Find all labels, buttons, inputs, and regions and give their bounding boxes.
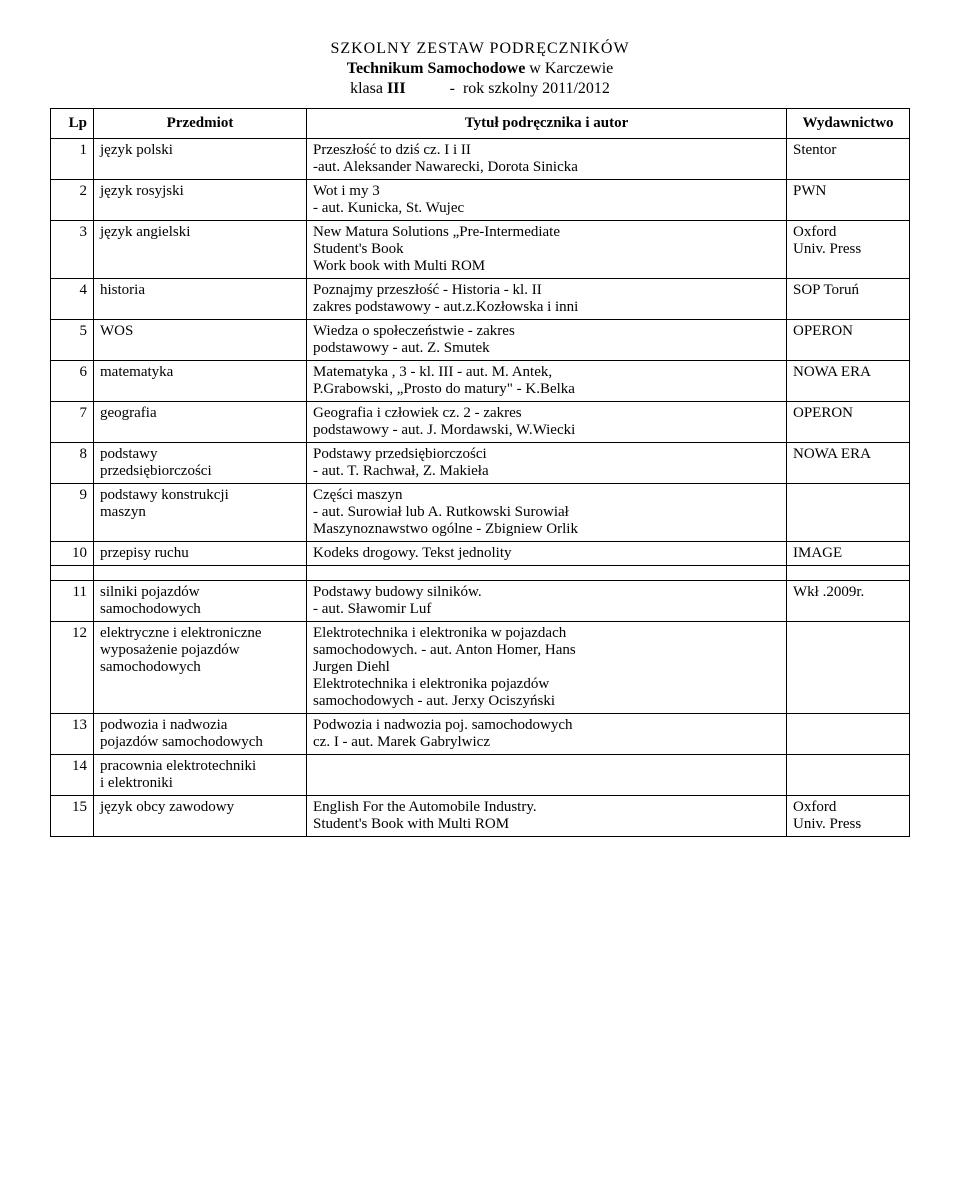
table-spacer-row [51, 566, 910, 581]
col-header-subject: Przedmiot [94, 109, 307, 139]
spacer-cell [787, 566, 910, 581]
cell-publisher: OxfordUniv. Press [787, 796, 910, 837]
cell-subject: silniki pojazdówsamochodowych [94, 581, 307, 622]
cell-lp: 9 [51, 484, 94, 542]
cell-subject: pracownia elektrotechnikii elektroniki [94, 755, 307, 796]
cell-publisher [787, 484, 910, 542]
cell-publisher: OPERON [787, 320, 910, 361]
cell-lp: 15 [51, 796, 94, 837]
table-row: 2język rosyjskiWot i my 3- aut. Kunicka,… [51, 180, 910, 221]
cell-subject: historia [94, 279, 307, 320]
cell-title: Podstawy przedsiębiorczości- aut. T. Rac… [307, 443, 787, 484]
table-body: 1język polskiPrzeszłość to dziś cz. I i … [51, 139, 910, 837]
table-row: 7geografiaGeografia i człowiek cz. 2 - z… [51, 402, 910, 443]
table-row: 11silniki pojazdówsamochodowychPodstawy … [51, 581, 910, 622]
table-row: 13podwozia i nadwoziapojazdów samochodow… [51, 714, 910, 755]
cell-subject: geografia [94, 402, 307, 443]
cell-subject: podwozia i nadwoziapojazdów samochodowyc… [94, 714, 307, 755]
cell-publisher: Wkł .2009r. [787, 581, 910, 622]
table-row: 4historiaPoznajmy przeszłość - Historia … [51, 279, 910, 320]
header-year: - rok szkolny 2011/2012 [406, 80, 610, 97]
table-row: 1język polskiPrzeszłość to dziś cz. I i … [51, 139, 910, 180]
cell-title: Części maszyn- aut. Surowiał lub A. Rutk… [307, 484, 787, 542]
cell-publisher: OxfordUniv. Press [787, 221, 910, 279]
table-row: 15język obcy zawodowyEnglish For the Aut… [51, 796, 910, 837]
cell-title [307, 755, 787, 796]
cell-publisher: NOWA ERA [787, 443, 910, 484]
table-row: 5WOSWiedza o społeczeństwie - zakrespods… [51, 320, 910, 361]
cell-publisher: NOWA ERA [787, 361, 910, 402]
header-class-prefix: klasa [350, 80, 387, 97]
cell-publisher [787, 755, 910, 796]
cell-subject: podstawyprzedsiębiorczości [94, 443, 307, 484]
cell-lp: 5 [51, 320, 94, 361]
table-row: 3język angielskiNew Matura Solutions „Pr… [51, 221, 910, 279]
cell-publisher: PWN [787, 180, 910, 221]
header-line-1: SZKOLNY ZESTAW PODRĘCZNIKÓW [50, 40, 910, 58]
cell-lp: 2 [51, 180, 94, 221]
cell-subject: matematyka [94, 361, 307, 402]
cell-lp: 1 [51, 139, 94, 180]
cell-title: Geografia i człowiek cz. 2 - zakrespodst… [307, 402, 787, 443]
cell-subject: język polski [94, 139, 307, 180]
table-row: 12elektryczne i elektronicznewyposażenie… [51, 622, 910, 714]
table-row: 9podstawy konstrukcjimaszynCzęści maszyn… [51, 484, 910, 542]
header-class: III [387, 80, 406, 97]
cell-lp: 7 [51, 402, 94, 443]
cell-publisher: OPERON [787, 402, 910, 443]
table-row: 10przepisy ruchuKodeks drogowy. Tekst je… [51, 542, 910, 566]
cell-publisher: IMAGE [787, 542, 910, 566]
cell-title: New Matura Solutions „Pre-IntermediateSt… [307, 221, 787, 279]
cell-lp: 12 [51, 622, 94, 714]
cell-title: Matematyka , 3 - kl. III - aut. M. Antek… [307, 361, 787, 402]
table-row: 14pracownia elektrotechnikii elektroniki [51, 755, 910, 796]
cell-title: Elektrotechnika i elektronika w pojazdac… [307, 622, 787, 714]
cell-title: Poznajmy przeszłość - Historia - kl. IIz… [307, 279, 787, 320]
cell-title: Przeszłość to dziś cz. I i II-aut. Aleks… [307, 139, 787, 180]
cell-lp: 10 [51, 542, 94, 566]
header-school-name: Technikum Samochodowe [347, 60, 526, 77]
header-line-3: klasa III - rok szkolny 2011/2012 [50, 80, 910, 98]
table-row: 6matematykaMatematyka , 3 - kl. III - au… [51, 361, 910, 402]
cell-lp: 4 [51, 279, 94, 320]
col-header-title: Tytuł podręcznika i autor [307, 109, 787, 139]
cell-title: Wot i my 3- aut. Kunicka, St. Wujec [307, 180, 787, 221]
cell-title: English For the Automobile Industry.Stud… [307, 796, 787, 837]
col-header-lp: Lp [51, 109, 94, 139]
spacer-cell [307, 566, 787, 581]
cell-lp: 14 [51, 755, 94, 796]
cell-publisher [787, 622, 910, 714]
cell-subject: język angielski [94, 221, 307, 279]
cell-lp: 6 [51, 361, 94, 402]
table-row: 8podstawyprzedsiębiorczościPodstawy prze… [51, 443, 910, 484]
textbook-table: Lp Przedmiot Tytuł podręcznika i autor W… [50, 108, 910, 837]
cell-publisher [787, 714, 910, 755]
cell-title: Wiedza o społeczeństwie - zakrespodstawo… [307, 320, 787, 361]
document-header: SZKOLNY ZESTAW PODRĘCZNIKÓW Technikum Sa… [50, 40, 910, 98]
cell-publisher: Stentor [787, 139, 910, 180]
header-location: w Karczewie [525, 60, 613, 77]
cell-subject: elektryczne i elektronicznewyposażenie p… [94, 622, 307, 714]
cell-subject: przepisy ruchu [94, 542, 307, 566]
header-line-2: Technikum Samochodowe w Karczewie [50, 60, 910, 78]
cell-title: Podstawy budowy silników.- aut. Sławomir… [307, 581, 787, 622]
cell-lp: 11 [51, 581, 94, 622]
cell-title: Kodeks drogowy. Tekst jednolity [307, 542, 787, 566]
spacer-cell [51, 566, 94, 581]
spacer-cell [94, 566, 307, 581]
cell-lp: 3 [51, 221, 94, 279]
col-header-publisher: Wydawnictwo [787, 109, 910, 139]
cell-subject: język obcy zawodowy [94, 796, 307, 837]
cell-subject: język rosyjski [94, 180, 307, 221]
cell-publisher: SOP Toruń [787, 279, 910, 320]
cell-subject: WOS [94, 320, 307, 361]
table-header-row: Lp Przedmiot Tytuł podręcznika i autor W… [51, 109, 910, 139]
cell-title: Podwozia i nadwozia poj. samochodowychcz… [307, 714, 787, 755]
cell-subject: podstawy konstrukcjimaszyn [94, 484, 307, 542]
cell-lp: 13 [51, 714, 94, 755]
cell-lp: 8 [51, 443, 94, 484]
